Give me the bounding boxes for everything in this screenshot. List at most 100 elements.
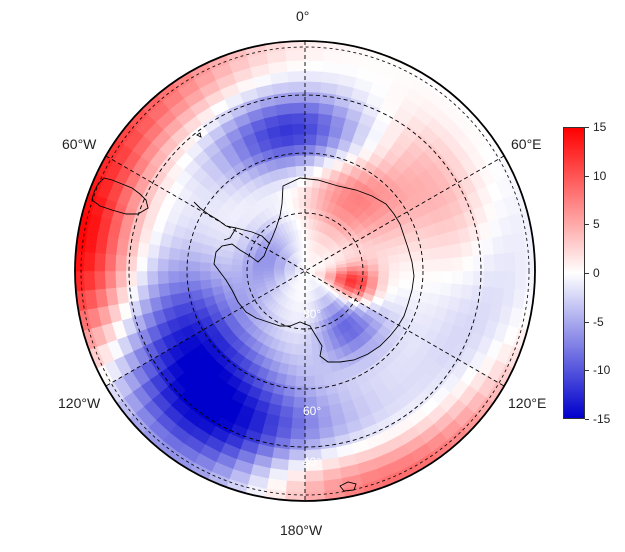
- field-cell: [293, 386, 306, 398]
- field-cell: [304, 417, 320, 430]
- field-cell: [304, 375, 316, 388]
- field-cell: [168, 246, 181, 261]
- field-cell: [147, 283, 160, 299]
- field-cell: [398, 252, 411, 264]
- field-cell: [230, 270, 243, 278]
- field-cell: [493, 270, 506, 289]
- field-cell: [462, 255, 475, 272]
- field-cell: [439, 245, 453, 260]
- field-cell: [209, 270, 222, 280]
- lat-circle-80: [246, 212, 364, 330]
- field-cell: [297, 186, 306, 198]
- colorbar-tick-mark: [585, 224, 589, 226]
- field-cell: [279, 405, 294, 419]
- field-cell: [409, 270, 422, 282]
- field-cell: [304, 154, 316, 167]
- field-cell: [304, 354, 314, 367]
- colorbar-tick-mark: [585, 321, 589, 323]
- field-cell: [146, 256, 159, 272]
- field-cell: [135, 270, 148, 287]
- field-cell: [304, 91, 321, 104]
- field-cell: [189, 279, 202, 292]
- field-cell: [450, 283, 463, 299]
- field-cell: [304, 112, 320, 125]
- colorbar-tick-label: -10: [593, 363, 611, 378]
- field-cell: [367, 264, 380, 272]
- field-cell: [304, 428, 321, 441]
- field-cell: [316, 123, 331, 137]
- colorbar: [563, 127, 585, 419]
- field-cell: [285, 480, 306, 493]
- field-cell: [157, 270, 169, 285]
- field-cell: [114, 254, 127, 272]
- field-cell: [168, 281, 181, 296]
- field-cell: [388, 270, 401, 280]
- field-cell: [277, 416, 293, 429]
- field-cell: [304, 101, 321, 114]
- field-cell: [300, 228, 306, 240]
- field-cell: [262, 270, 274, 276]
- field-cell: [304, 123, 319, 135]
- field-cell: [441, 257, 453, 272]
- field-cell: [147, 243, 160, 259]
- field-cell: [429, 281, 442, 296]
- field-cell: [315, 134, 330, 147]
- field-cell: [199, 270, 211, 281]
- field-cell: [289, 101, 306, 114]
- field-cell: [295, 165, 306, 177]
- lat-label-60: 60°: [303, 404, 322, 418]
- field-cell: [290, 417, 306, 430]
- map-boundary: [74, 40, 536, 502]
- field-cell: [451, 256, 464, 272]
- field-cell: [114, 270, 127, 288]
- field-cell: [93, 270, 106, 290]
- field-cell: [188, 260, 201, 272]
- field-cell: [313, 374, 326, 387]
- colorbar-tick-mark: [585, 370, 589, 372]
- field-cell: [504, 252, 517, 272]
- anomaly-field: [75, 41, 535, 501]
- field-cell: [199, 278, 212, 290]
- field-cell: [388, 262, 401, 272]
- field-cell: [441, 270, 453, 285]
- lon-label-120w: 120°W: [58, 395, 101, 411]
- small-island: [339, 481, 357, 492]
- field-cell: [220, 263, 232, 272]
- antarctica-coast: [213, 177, 415, 363]
- field-cell: [399, 270, 411, 281]
- small-island-2: [196, 132, 202, 138]
- field-cell: [291, 123, 306, 135]
- field-cell: [317, 416, 333, 429]
- field-cell: [135, 255, 148, 272]
- field-cell: [514, 251, 527, 272]
- field-cell: [280, 134, 295, 147]
- coastlines: [91, 132, 415, 492]
- field-cell: [304, 333, 312, 346]
- field-cell: [378, 263, 390, 272]
- field-cell: [83, 270, 96, 291]
- field-cell: [294, 154, 306, 167]
- field-cell: [289, 438, 306, 451]
- field-cell: [298, 196, 306, 209]
- lat-label-40: 40°: [303, 455, 322, 469]
- field-cell: [483, 270, 496, 288]
- field-cell: [304, 438, 321, 451]
- colorbar-tick-label: 5: [593, 217, 600, 232]
- field-cell: [289, 91, 306, 104]
- field-cell: [125, 270, 138, 287]
- field-cell: [304, 344, 313, 356]
- field-cell: [472, 270, 485, 287]
- field-cell: [304, 70, 323, 83]
- colorbar-tick-mark: [585, 175, 589, 177]
- field-cell: [493, 253, 506, 272]
- field-cell: [125, 255, 138, 272]
- field-cell: [210, 278, 223, 288]
- field-cell: [312, 364, 324, 377]
- field-cell: [439, 282, 453, 297]
- field-cell: [157, 245, 171, 260]
- field-cell: [277, 113, 293, 126]
- field-cell: [280, 395, 295, 408]
- field-cell: [104, 253, 117, 272]
- field-cell: [472, 255, 485, 272]
